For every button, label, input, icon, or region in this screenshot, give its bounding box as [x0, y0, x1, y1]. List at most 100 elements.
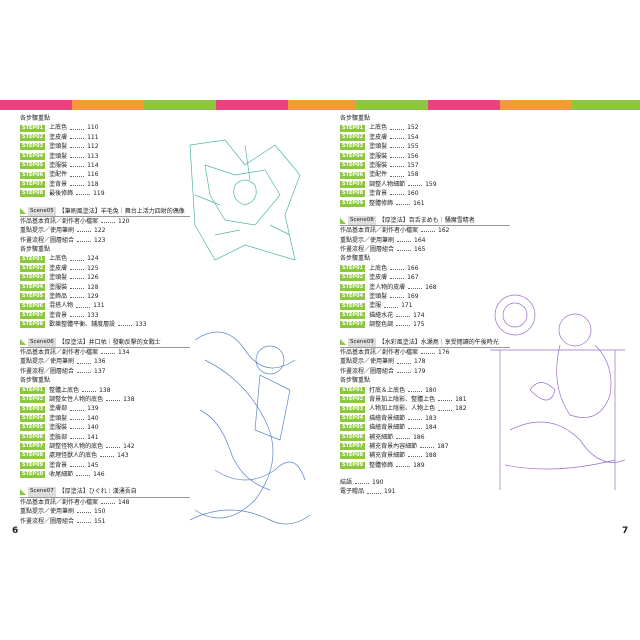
toc-text: 調整怪物人物的底色 [49, 442, 104, 450]
toc-page: 146 [93, 471, 105, 479]
step-badge: STEP07 [20, 180, 46, 188]
step-badge: STEP03 [340, 143, 366, 151]
toc-text: 重點提示／使用筆刷 [20, 358, 75, 366]
toc-line: STEP03 人物加上陰影、人物上色 182 [340, 404, 510, 413]
leader [390, 137, 405, 139]
toc-page: 133 [87, 311, 99, 319]
step-badge: STEP04 [340, 293, 366, 301]
toc-text: 作畫流程／圖層組合 [20, 236, 75, 244]
toc-line: STEP01 上底色 124 [20, 254, 190, 263]
toc-line: 各步驟重點 [340, 254, 510, 263]
toc-text: 作品基本資訊／創作者小檔案 [20, 217, 99, 225]
toc-line: STEP03 塗頭髮 126 [20, 273, 190, 282]
toc-text: 塗服裝 [369, 152, 388, 160]
illustration [490, 294, 625, 490]
step-badge: STEP02 [340, 396, 366, 404]
scene-label: Scene09 [348, 337, 376, 347]
toc-text: 作畫流程／圖層組合 [20, 367, 75, 375]
toc-text: 塗背景 [49, 461, 68, 469]
toc-page: 123 [94, 236, 106, 244]
toc-line: STEP03 塗頭髮 112 [20, 142, 190, 151]
leader [101, 222, 116, 224]
toc-page: 120 [118, 217, 130, 225]
leader [101, 503, 116, 505]
toc-page: 140 [87, 414, 99, 422]
leader [396, 437, 411, 439]
toc-text: 補充細節 [369, 433, 394, 441]
leader [390, 175, 405, 177]
leader [70, 156, 85, 158]
leader [77, 362, 92, 364]
leader [408, 184, 423, 186]
toc: 各步驟重點 STEP01 上底色 110 STEP02 塗皮膚 111 STEP03 塗頭髮 11… [20, 114, 190, 526]
toc-page: 126 [87, 274, 99, 282]
leader [70, 437, 85, 439]
leader [408, 428, 423, 430]
leader [384, 306, 399, 308]
leader [396, 316, 411, 317]
toc-page: 171 [401, 302, 413, 310]
toc-page: 160 [407, 190, 419, 198]
scene-icon [20, 489, 26, 496]
leader [70, 259, 85, 261]
toc-text: 塗服 [369, 302, 382, 310]
leader [118, 325, 133, 327]
toc-page: 128 [87, 283, 99, 291]
toc-text: 調整人物細節 [369, 180, 406, 188]
toc-line: 重點提示／使用筆刷 136 [20, 357, 190, 366]
leader [77, 512, 92, 514]
toc-line: STEP09 整體修飾 161 [340, 199, 510, 208]
illustration [189, 331, 311, 525]
toc-text: 塗頭髮 [49, 274, 68, 282]
toc-page: 184 [425, 424, 437, 432]
toc-page: 110 [87, 124, 99, 132]
toc-text: 塗膚部 [49, 405, 68, 413]
toc-page: 136 [94, 358, 106, 366]
step-badge: STEP05 [20, 162, 46, 170]
leader [390, 194, 405, 196]
toc-line: Scene08 【厚塗法】百舌まめも｜騒魔雪精者 [340, 215, 510, 227]
toc-page: 131 [93, 302, 105, 310]
step-badge: STEP09 [340, 461, 366, 469]
page-right: 各步驟重點 STEP01 上底色 152 STEP02 塗皮膚 154 STEP03 塗頭髮 15… [320, 0, 640, 640]
leader [390, 147, 405, 149]
toc-page: 133 [135, 321, 147, 329]
toc-text: 作品基本資訊／創作者小檔案 [340, 348, 419, 356]
toc-text: 描繪背景細節 [369, 424, 406, 432]
step-badge: STEP03 [340, 405, 366, 413]
step-badge: STEP05 [340, 302, 366, 310]
toc-line: 作品基本資訊／創作者小檔案 148 [20, 498, 190, 507]
toc-line: STEP05 塗服裝 114 [20, 161, 190, 170]
toc-text: 整體上底色 [49, 386, 80, 394]
step-badge: STEP08 [340, 452, 366, 460]
toc-text: 混搭人物 [49, 302, 74, 310]
toc-line: 重點提示／使用筆刷 178 [340, 357, 510, 366]
scene-label: Scene06 [28, 337, 56, 347]
toc-text: 塗皮膚 [369, 133, 388, 141]
toc-line: 作品基本資訊／創作者小檔案 162 [340, 226, 510, 235]
toc-text: 各步驟重點 [20, 377, 51, 385]
toc-page: 134 [118, 348, 130, 356]
toc-text: 上底色 [369, 124, 388, 132]
toc-page: 186 [413, 433, 425, 441]
toc-page: 118 [87, 180, 99, 188]
toc-text: 【筆刷風塗法】羊毛兔｜舞台上活力四射的偶像 [58, 207, 185, 215]
toc-line: 各步驟重點 [340, 114, 510, 123]
toc-page: 142 [123, 442, 135, 450]
step-badge: STEP04 [340, 152, 366, 160]
scene-icon [340, 339, 346, 346]
toc-text: 描繪水花 [369, 311, 394, 319]
toc-line: STEP07 塗背景 133 [20, 311, 190, 320]
toc-text: 各步驟重點 [340, 377, 371, 385]
leader [70, 269, 85, 271]
step-badge: STEP04 [20, 414, 46, 422]
toc-text: 塗頭髮 [49, 152, 68, 160]
leader [390, 156, 405, 158]
leader [106, 447, 121, 449]
toc-text: 【厚塗法】ひぐれ｜漢湧吾自 [58, 488, 137, 496]
leader [408, 287, 423, 289]
toc-text: 塗服裝 [49, 161, 68, 169]
toc-text: 打底＆上底色 [369, 386, 406, 394]
toc-page: 179 [414, 367, 426, 375]
leader [70, 175, 85, 177]
